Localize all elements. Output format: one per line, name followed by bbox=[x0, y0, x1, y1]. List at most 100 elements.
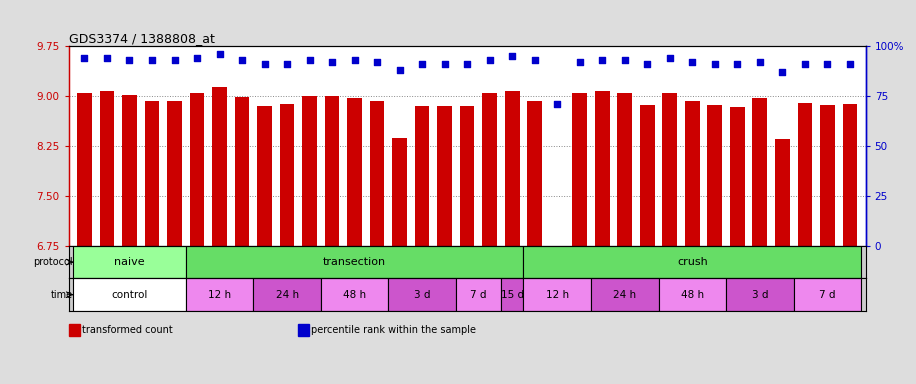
Bar bbox=[726, 278, 793, 311]
Text: 12 h: 12 h bbox=[208, 290, 231, 300]
Bar bbox=[437, 106, 452, 246]
Point bbox=[347, 57, 362, 63]
Point bbox=[528, 57, 542, 63]
Text: crush: crush bbox=[677, 257, 708, 267]
Bar bbox=[257, 106, 272, 246]
Bar bbox=[550, 246, 564, 251]
Point bbox=[843, 61, 857, 67]
Text: transection: transection bbox=[323, 257, 387, 267]
Point bbox=[190, 55, 204, 61]
Bar bbox=[798, 103, 812, 246]
Bar bbox=[483, 93, 497, 246]
Bar bbox=[775, 139, 790, 246]
Point bbox=[122, 57, 136, 63]
Bar bbox=[325, 96, 340, 246]
Bar bbox=[662, 93, 677, 246]
Bar bbox=[213, 87, 227, 246]
Bar bbox=[753, 98, 767, 246]
Bar bbox=[254, 278, 321, 311]
Text: 7 d: 7 d bbox=[470, 290, 486, 300]
Text: 3 d: 3 d bbox=[751, 290, 768, 300]
Bar bbox=[234, 97, 249, 246]
Point bbox=[100, 55, 114, 61]
Bar bbox=[820, 105, 834, 246]
Text: 24 h: 24 h bbox=[276, 290, 299, 300]
Bar bbox=[523, 278, 591, 311]
Point bbox=[707, 61, 722, 67]
Text: protocol: protocol bbox=[34, 257, 73, 267]
Point bbox=[685, 59, 700, 65]
Text: 12 h: 12 h bbox=[546, 290, 569, 300]
Text: percentile rank within the sample: percentile rank within the sample bbox=[311, 325, 476, 335]
Point bbox=[325, 59, 340, 65]
Bar bbox=[730, 107, 745, 246]
Text: 3 d: 3 d bbox=[414, 290, 431, 300]
Bar bbox=[685, 101, 700, 246]
Bar bbox=[617, 93, 632, 246]
Point bbox=[213, 51, 227, 57]
Bar bbox=[100, 91, 114, 246]
Bar bbox=[77, 93, 92, 246]
Bar bbox=[572, 93, 587, 246]
Point bbox=[820, 61, 834, 67]
Point bbox=[437, 61, 452, 67]
Point bbox=[775, 69, 790, 75]
Bar bbox=[168, 101, 181, 246]
Point bbox=[145, 57, 159, 63]
Point bbox=[234, 57, 249, 63]
Bar bbox=[279, 104, 294, 246]
Text: 7 d: 7 d bbox=[819, 290, 835, 300]
Bar bbox=[190, 93, 204, 246]
Text: transformed count: transformed count bbox=[82, 325, 173, 335]
Point bbox=[415, 61, 430, 67]
Point bbox=[617, 57, 632, 63]
Point bbox=[77, 55, 92, 61]
Point bbox=[752, 59, 767, 65]
Bar bbox=[843, 104, 857, 246]
Bar bbox=[388, 278, 456, 311]
Point bbox=[483, 57, 497, 63]
Text: GDS3374 / 1388808_at: GDS3374 / 1388808_at bbox=[69, 32, 214, 45]
Text: 48 h: 48 h bbox=[343, 290, 366, 300]
Point bbox=[505, 53, 519, 59]
Bar bbox=[145, 101, 159, 246]
Point bbox=[392, 67, 407, 73]
Point bbox=[168, 57, 182, 63]
Bar bbox=[370, 101, 385, 246]
Bar bbox=[594, 91, 609, 246]
Point bbox=[662, 55, 677, 61]
Bar bbox=[505, 91, 519, 246]
Bar bbox=[659, 278, 726, 311]
Bar bbox=[302, 96, 317, 246]
Bar bbox=[122, 95, 136, 246]
Text: naive: naive bbox=[114, 257, 145, 267]
Bar bbox=[591, 278, 659, 311]
Text: 15 d: 15 d bbox=[501, 290, 524, 300]
Text: control: control bbox=[112, 290, 147, 300]
Point bbox=[370, 59, 385, 65]
Bar bbox=[528, 101, 542, 246]
Point bbox=[730, 61, 745, 67]
Bar bbox=[640, 105, 655, 246]
Bar bbox=[347, 98, 362, 246]
Bar bbox=[73, 246, 186, 278]
Point bbox=[279, 61, 294, 67]
Bar bbox=[415, 106, 430, 246]
Bar bbox=[392, 138, 407, 246]
Bar bbox=[460, 106, 474, 246]
Bar bbox=[321, 278, 388, 311]
Bar bbox=[456, 278, 501, 311]
Bar bbox=[73, 278, 186, 311]
Point bbox=[640, 61, 655, 67]
Point bbox=[798, 61, 812, 67]
Point bbox=[550, 101, 564, 107]
Text: 48 h: 48 h bbox=[681, 290, 703, 300]
Point bbox=[594, 57, 609, 63]
Bar bbox=[793, 278, 861, 311]
Bar bbox=[186, 246, 523, 278]
Point bbox=[460, 61, 474, 67]
Point bbox=[302, 57, 317, 63]
Point bbox=[257, 61, 272, 67]
Bar bbox=[707, 105, 722, 246]
Point bbox=[572, 59, 587, 65]
